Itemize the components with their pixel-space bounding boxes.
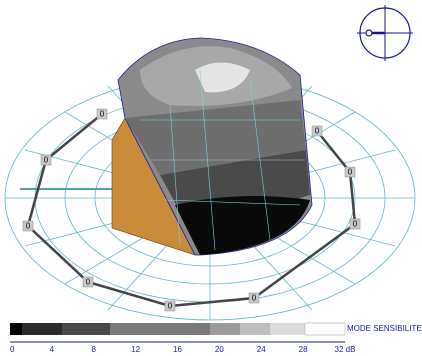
point-marker [82, 276, 94, 288]
scale-tick-label: 8 [92, 345, 97, 354]
legend-title: MODE SENSIBILITE [347, 324, 422, 333]
radiation-solid [111, 37, 313, 256]
point-marker [22, 220, 34, 232]
point-label: 0 [348, 168, 353, 177]
point-marker [349, 218, 361, 230]
color-scale: MODE SENSIBILITE [10, 322, 422, 343]
scale-tick-label: 24 [257, 345, 266, 354]
compass [357, 5, 413, 61]
point-marker [96, 108, 108, 120]
point-marker [344, 166, 356, 178]
scale-tick-label: 16 [173, 345, 182, 354]
scale-tick-label: 4 [50, 345, 55, 354]
point-label: 0 [86, 278, 91, 287]
scale-tick-label: 28 [299, 345, 308, 354]
point-label: 0 [26, 222, 31, 231]
point-label: 0 [168, 302, 173, 311]
scale-tick-label: 0 [10, 345, 15, 354]
point-label: 0 [353, 220, 358, 229]
scale-tick-label: 32 dB [335, 345, 356, 354]
point-marker [40, 154, 52, 166]
point-marker [311, 125, 323, 137]
point-label: 0 [100, 110, 105, 119]
scale-tick-label: 12 [131, 345, 140, 354]
point-label: 0 [44, 156, 49, 165]
point-label: 0 [252, 294, 257, 303]
point-label: 0 [315, 127, 320, 136]
point-marker [164, 300, 176, 312]
point-marker [248, 292, 260, 304]
scale-tick-label: 20 [215, 345, 224, 354]
